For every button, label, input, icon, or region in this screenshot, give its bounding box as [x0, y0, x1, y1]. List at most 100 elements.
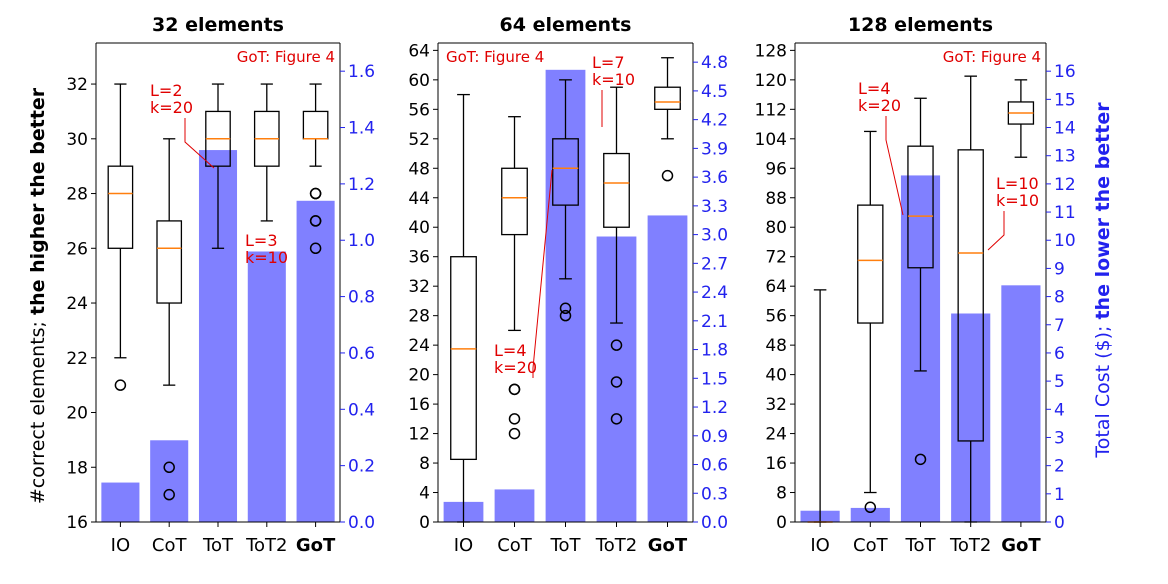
y-tick-label: 72 [765, 248, 787, 268]
y-tick-label: 32 [765, 395, 787, 415]
box [603, 152, 630, 228]
y-tick-label: 40 [408, 218, 430, 238]
y2-tick-label: 8 [1054, 288, 1065, 308]
y-tick-label: 96 [765, 159, 787, 179]
x-tick-label: GoT [1001, 535, 1041, 556]
right-ylabel: Total Cost ($); the lower the better [1092, 102, 1114, 459]
box [654, 86, 681, 110]
y2-tick-label: 1.6 [348, 62, 375, 82]
annotation-text: k=10 [996, 191, 1039, 210]
y2-tick-label: 0.0 [348, 513, 375, 533]
y2-tick-label: 4.8 [701, 53, 728, 73]
y-tick-label: 20 [66, 404, 88, 424]
y2-tick-label: 0.6 [701, 456, 728, 476]
y2-tick-label: 5 [1054, 372, 1065, 392]
cost-bar-cot [150, 440, 189, 522]
box [552, 138, 579, 206]
chart-title: 64 elements [500, 14, 632, 36]
y2-tick-label: 1.8 [701, 341, 728, 361]
y-tick-label: 60 [408, 71, 430, 91]
y2-tick-label: 1.0 [348, 231, 375, 251]
outlier-point [309, 242, 322, 255]
annotation-text: k=20 [150, 98, 193, 117]
x-tick-label: CoT [152, 535, 188, 556]
y-tick-label: 24 [765, 425, 787, 445]
y-tick-label: 26 [66, 239, 88, 259]
y-tick-label: 16 [66, 513, 88, 533]
y-tick-label: 64 [408, 41, 430, 61]
cost-bar-got [296, 200, 335, 522]
y2-tick-label: 2.7 [701, 254, 728, 274]
chart-panel-1: 16 18 20 22 24 26 28 30 32 0.0 0.2 0.4 0.6 0.8 1.0 1.2 1… [66, 14, 375, 556]
x-tick-label: ToT [550, 535, 582, 556]
boxplot-cot [501, 116, 528, 440]
chart-panel-3: 0816243240485664728088961041121201280123… [755, 14, 1076, 556]
boxplot-tot [907, 97, 934, 466]
y-tick-label: 80 [765, 218, 787, 238]
y2-tick-label: 1.2 [701, 398, 728, 418]
y2-tick-label: 3 [1054, 428, 1065, 448]
boxplot-got [1007, 79, 1035, 158]
y-tick-label: 4 [419, 484, 430, 504]
cost-bar-got [1001, 285, 1041, 522]
x-tick-label: ToT2 [245, 535, 287, 556]
cost-bar-cot [850, 507, 890, 522]
outlier-point [508, 383, 521, 396]
annotation-text: L=3 [245, 231, 278, 250]
y-tick-label: 24 [408, 336, 430, 356]
y-tick-label: 0 [419, 513, 430, 533]
x-tick-label: GoT [296, 535, 336, 556]
y-tick-label: 64 [765, 277, 787, 297]
y-tick-label: 8 [776, 484, 787, 504]
y2-tick-label: 3.0 [701, 226, 728, 246]
y2-tick-label: 6 [1054, 344, 1065, 364]
y2-tick-label: 10 [1054, 231, 1076, 251]
box [907, 145, 934, 269]
annotation-label: GoT: Figure 4 [446, 48, 544, 66]
cost-bar-tot2 [247, 251, 286, 522]
x-tick-label: ToT [202, 535, 234, 556]
box [107, 165, 134, 249]
y-tick-label: 22 [66, 349, 88, 369]
annotation-tot: L=2k=20 [150, 81, 215, 169]
outlier-point [508, 427, 521, 440]
x-tick-label: IO [454, 535, 473, 556]
annotation-text: L=4 [494, 341, 527, 360]
outlier-point [661, 169, 674, 182]
annotation-text: k=20 [858, 96, 901, 115]
boxplot-cot [156, 138, 183, 501]
annotation-text: L=4 [858, 79, 891, 98]
y2-tick-label: 4.2 [701, 111, 728, 131]
box [957, 149, 984, 442]
y2-tick-label: 13 [1054, 147, 1076, 167]
y-tick-label: 8 [419, 454, 430, 474]
y2-tick-label: 0.6 [348, 344, 375, 364]
y-tick-label: 28 [408, 307, 430, 327]
annotation-leader [184, 118, 215, 169]
y-tick-label: 112 [755, 100, 787, 120]
y2-tick-label: 3.3 [701, 197, 728, 217]
annotation-label: GoT: Figure 4 [943, 48, 1041, 66]
y-tick-label: 30 [66, 130, 88, 150]
annotation-leader [987, 211, 1005, 251]
y-tick-label: 16 [408, 395, 430, 415]
y-tick-label: 88 [765, 189, 787, 209]
box [857, 204, 884, 324]
y2-tick-label: 9 [1054, 259, 1065, 279]
outlier-point [508, 413, 521, 425]
outlier-point [864, 501, 877, 514]
y-tick-label: 128 [755, 41, 787, 61]
chart-panel-2: 04812162024283236404448525660640.00.30.6… [408, 14, 728, 556]
y-tick-label: 40 [765, 366, 787, 386]
outlier-point [163, 461, 175, 474]
annotation-text: k=10 [592, 70, 635, 89]
y-tick-label: 32 [408, 277, 430, 297]
box [302, 110, 329, 140]
outlier-point [610, 376, 623, 388]
y2-tick-label: 1.4 [348, 119, 375, 139]
chart-title: 32 elements [152, 14, 284, 36]
y2-tick-label: 7 [1054, 316, 1065, 336]
x-tick-label: IO [810, 535, 829, 556]
boxplot-io [450, 93, 477, 523]
annotation-label: GoT: Figure 4 [237, 48, 335, 66]
